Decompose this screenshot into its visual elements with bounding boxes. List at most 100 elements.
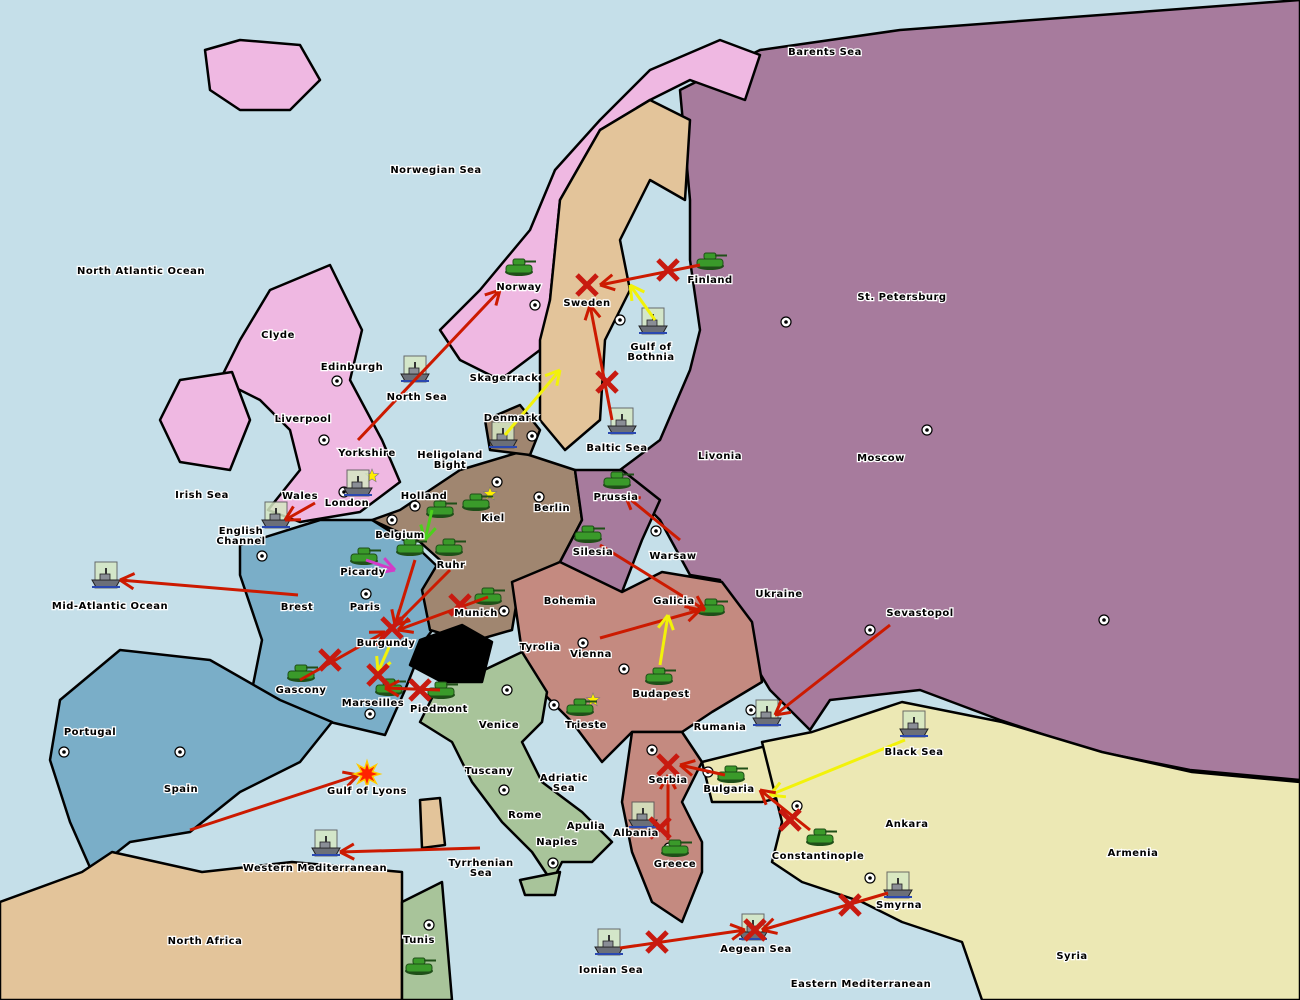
province-label: Clyde: [261, 330, 295, 341]
province-label: Heligoland: [417, 450, 483, 461]
province-label: Barents Sea: [788, 47, 862, 58]
battleship-icon[interactable]: [883, 871, 913, 899]
province-label: Gascony: [276, 685, 327, 696]
tank-icon[interactable]: [462, 493, 493, 511]
region-turkey[interactable]: [760, 700, 1300, 1000]
battleship-icon[interactable]: [638, 307, 668, 335]
region-norway[interactable]: [438, 38, 762, 382]
region-iberia[interactable]: [48, 648, 334, 874]
order-arrow-move: [583, 304, 614, 421]
province-label: Bohemia: [544, 596, 597, 607]
province-label: Norway: [496, 282, 541, 293]
province-label: Gulf of: [630, 342, 671, 353]
supply-center-icon: [864, 872, 876, 884]
province-label: Apulia: [567, 821, 606, 832]
province-label: Tyrrhenian: [448, 858, 513, 869]
province-label: Bight: [434, 460, 467, 471]
tank-icon[interactable]: [806, 828, 837, 846]
supply-center-icon: [174, 746, 186, 758]
battleship-icon[interactable]: [91, 561, 121, 589]
tank-icon[interactable]: [645, 667, 676, 685]
order-arrow-move: [339, 842, 481, 861]
explosion-icon: [351, 758, 383, 790]
province-label: Tyrolia: [519, 642, 560, 653]
province-label: Rome: [508, 810, 542, 821]
region-iceland[interactable]: [203, 38, 322, 112]
province-label: Warsaw: [649, 551, 696, 562]
province-label: Moscow: [857, 453, 905, 464]
battleship-icon[interactable]: [899, 710, 929, 738]
province-labels: Barents Sea Norwegian Sea North Atlantic O…: [51, 46, 1159, 992]
tank-icon[interactable]: [396, 538, 427, 556]
region-northafrica[interactable]: [0, 850, 404, 1000]
order-arrow-move: [619, 923, 746, 950]
tank-icon[interactable]: [566, 698, 597, 716]
order-arrow-move: [599, 263, 701, 292]
province-label: Sweden: [563, 298, 610, 309]
province-label: Galicia: [653, 596, 694, 607]
battleship-icon[interactable]: [488, 421, 518, 449]
battleship-icon[interactable]: [607, 407, 637, 435]
x-mark-icon: [366, 663, 390, 687]
region-sardinia[interactable]: [418, 796, 447, 850]
province-label: Spain: [164, 784, 198, 795]
province-label: Albania: [613, 828, 659, 839]
supply-center-icon: [745, 704, 757, 716]
order-arrow-move: [760, 891, 889, 935]
tank-icon[interactable]: [696, 252, 727, 270]
supply-center-icon: [864, 624, 876, 636]
province-label: Berlin: [534, 503, 570, 514]
battleship-icon[interactable]: [261, 501, 291, 529]
supply-center-icon: [58, 746, 70, 758]
province-label: Naples: [536, 837, 577, 848]
province-label: Smyrna: [876, 900, 922, 911]
province-label: Ionian Sea: [579, 965, 643, 976]
province-label: Tunis: [403, 935, 435, 946]
province-label: Venice: [479, 720, 519, 731]
province-label: Ruhr: [437, 560, 466, 571]
battleship-icon[interactable]: [343, 469, 373, 497]
tank-icon[interactable]: [405, 957, 436, 975]
province-label: Edinburgh: [321, 362, 384, 373]
province-label: Paris: [350, 602, 381, 613]
province-label: Livonia: [698, 451, 742, 462]
supply-center-icon: [498, 605, 510, 617]
province-label: Marseilles: [342, 698, 404, 709]
tank-icon[interactable]: [603, 471, 634, 489]
province-label: Mid-Atlantic Ocean: [52, 601, 168, 612]
battleship-icon[interactable]: [628, 801, 658, 829]
province-label: Wales: [282, 491, 318, 502]
province-label: Prussia: [594, 492, 639, 503]
order-arrow-move: [623, 493, 681, 542]
supply-center-icon: [526, 430, 538, 442]
battleship-icon[interactable]: [752, 699, 782, 727]
province-label: Rumania: [694, 722, 747, 733]
region-sicily[interactable]: [518, 870, 562, 897]
supply-center-icon: [618, 663, 630, 675]
order-arrow-move: [384, 679, 441, 698]
region-switzerland[interactable]: [408, 623, 494, 684]
x-mark-icon: [778, 808, 802, 832]
battleship-icon[interactable]: [594, 928, 624, 956]
units: [91, 252, 929, 975]
supply-center-icon: [921, 424, 933, 436]
region-ireland[interactable]: [158, 370, 252, 472]
province-label: Piedmont: [410, 704, 468, 715]
supply-center-icon: [409, 500, 421, 512]
tank-icon[interactable]: [574, 525, 605, 543]
x-mark-icon: [408, 678, 432, 702]
order-arrow-support_alt: [365, 557, 397, 575]
region-italy[interactable]: [418, 650, 614, 884]
tank-icon[interactable]: [435, 538, 466, 556]
province-label: Sevastopol: [886, 608, 953, 619]
order-arrow-move: [599, 543, 707, 612]
supply-center-icon: [529, 299, 541, 311]
order-arrow-move: [283, 501, 316, 522]
tank-icon[interactable]: [661, 839, 692, 857]
supply-center-icon: [501, 684, 513, 696]
order-arrow-support: [503, 368, 562, 436]
battleship-icon[interactable]: [311, 829, 341, 857]
tank-icon[interactable]: [505, 258, 536, 276]
orders: [119, 258, 906, 954]
